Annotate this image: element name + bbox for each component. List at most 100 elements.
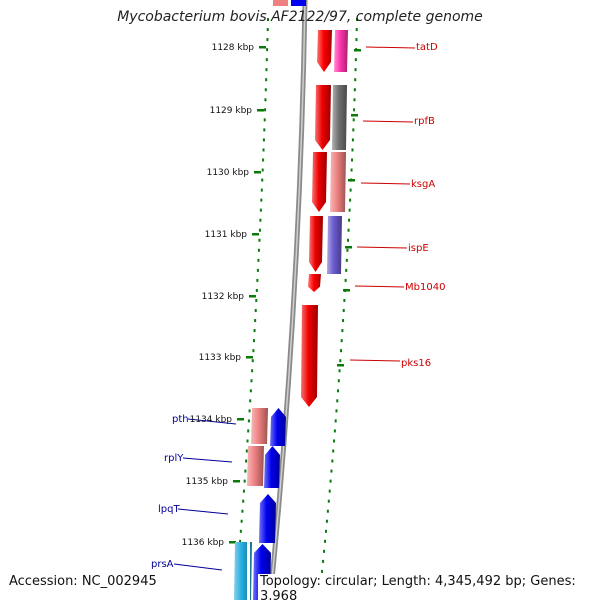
gene-label-ispE: ispE [408,243,429,254]
cog-segment-edge [273,0,288,6]
tick-dot [340,339,343,343]
tick-dot [252,349,255,353]
tick-dot [354,78,357,82]
gene-label-tatD: tatD [416,42,438,53]
tick-dot [351,138,354,142]
tick-dot [259,218,262,222]
tick-dot [349,198,352,202]
gene-arrow-edge [291,0,306,6]
tick-dot [324,529,327,533]
ruler-major-tick [233,480,240,483]
tick-dot [264,98,267,102]
cog-segment [327,216,342,274]
tick-dot [355,28,358,32]
tick-dot [335,409,338,413]
tick-dot [332,449,335,453]
tick-dot [248,409,251,413]
tick-dot [253,329,256,333]
tick-dot [249,389,252,393]
tick-dot [257,258,260,262]
cog-track-forward [327,30,348,274]
tick-dot [345,268,348,272]
tick-dot [338,369,341,373]
tick-dot [244,469,247,473]
leader-line [177,508,229,515]
tick-dot [245,449,248,453]
tick-dot [242,489,245,493]
tick-dot [334,419,337,423]
tick-dot [239,529,242,533]
tick-dot [260,198,263,202]
tick-dot [240,519,243,523]
tick-dot [251,359,254,363]
accession-text: Accession: NC_002945 [7,574,159,589]
tick-dot [261,168,264,172]
tick-dot [352,128,355,132]
tick-dot [331,459,334,463]
tick-dot [326,509,329,513]
tick-dot [342,319,345,323]
gene-track-edge [269,0,306,600]
tick-dot [333,439,336,443]
tick-dot [242,499,245,503]
tick-dot [259,208,262,212]
ruler-major-tick [252,233,259,236]
gene-arrow-tatD [317,30,332,72]
gene-arrow-pth [270,408,286,446]
ruler-major-tick [354,49,361,52]
tick-dot [351,158,354,162]
tick-dot [249,399,252,403]
topology-summary: Topology: circular; Length: 4,345,492 bp… [258,574,600,600]
tick-dot [254,319,257,323]
tick-dot [354,68,357,72]
gene-arrow-ispE [309,216,323,272]
ruler-major-tick [351,114,358,117]
tick-dot [265,68,268,72]
tick-dot [339,359,342,363]
gene-arrow-rpfB [315,85,331,150]
tick-dot [327,499,330,503]
backbone-highlight [269,0,306,600]
tick-dot [258,228,261,232]
tick-dot [263,118,266,122]
tick-dot [250,379,253,383]
tick-dot [256,268,259,272]
tick-dot [352,118,355,122]
tick-ring-inner [229,18,269,593]
tick-dot [261,178,264,182]
gene-arrow-pks16 [301,305,318,407]
leader-line [182,457,233,463]
tick-dot [328,489,331,493]
ruler-label: 1135 kbp [186,477,229,487]
tick-dot [260,188,263,192]
ruler-major-tick [343,289,350,292]
tick-dot [266,48,269,52]
tick-dot [262,148,265,152]
tick-ring-outer [319,18,361,593]
tick-dot [263,128,266,132]
tick-dot [347,228,350,232]
tick-dot [262,138,265,142]
tick-dot [245,459,248,463]
gene-label-rpfB: rpfB [414,116,435,127]
tick-dot [243,479,246,483]
tick-dot [324,539,327,543]
tick-dot [255,288,258,292]
tick-dot [353,88,356,92]
leader-line [356,246,408,249]
tick-dot [350,168,353,172]
tick-dot [321,569,324,573]
ruler-label: 1136 kbp [182,538,225,548]
tick-dot [257,248,260,252]
tick-dot [337,379,340,383]
tick-dot [344,278,347,282]
cog-segment [251,408,268,444]
tick-dot [341,329,344,333]
tick-dot [330,469,333,473]
tick-dot [353,108,356,112]
cog-separator [247,542,250,600]
cog-segment [334,30,348,72]
gene-label-rplY: rplY [164,453,184,464]
ruler-label: 1129 kbp [210,106,253,116]
